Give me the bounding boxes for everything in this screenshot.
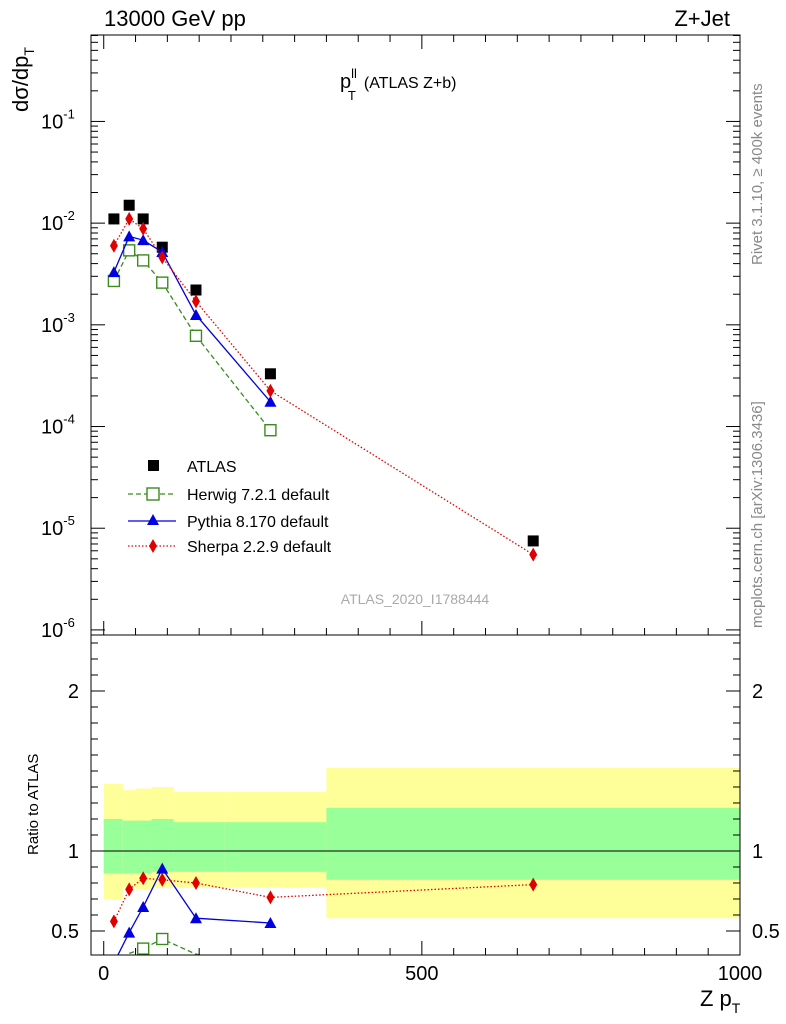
x-axis-label: Z pT bbox=[700, 986, 741, 1016]
data-point-atlas bbox=[123, 199, 135, 211]
ratio-inner-band bbox=[151, 819, 174, 872]
ratio-point-herwig bbox=[156, 932, 169, 946]
ratio-tick-label: 0.5 bbox=[752, 921, 780, 943]
ratio-point-sherpa bbox=[139, 871, 148, 886]
ratio-inner-band bbox=[103, 819, 123, 874]
ratio-point-sherpa bbox=[125, 882, 134, 897]
data-point-sherpa bbox=[266, 383, 275, 398]
ratio-panel: 0 500 1000 0.5 0.5 1 1 2 2 Ratio to ATLAS Z pT bbox=[25, 634, 780, 1016]
ratio-point-sherpa bbox=[191, 876, 200, 890]
ratio-series-pythia bbox=[117, 862, 277, 955]
data-point-herwig bbox=[136, 254, 150, 267]
ratio-tick-label: 2 bbox=[752, 681, 763, 703]
ratio-point-pythia bbox=[264, 917, 277, 928]
data-point-sherpa bbox=[158, 250, 167, 265]
data-point-sherpa bbox=[125, 211, 134, 226]
data-point-atlas bbox=[190, 284, 202, 296]
data-point-sherpa bbox=[529, 547, 538, 562]
ratio-point-pythia bbox=[189, 912, 202, 924]
process-label: Z+Jet bbox=[674, 6, 730, 31]
main-axis-ticks: 10-1 10-2 10-3 10-4 10-5 10-6 bbox=[41, 34, 741, 642]
series-line-pythia bbox=[113, 235, 271, 403]
y-axis-label: dσ/dpT bbox=[8, 47, 37, 112]
ratio-inner-band bbox=[122, 820, 136, 874]
y-tick-label: 10-5 bbox=[41, 513, 75, 540]
data-point-sherpa bbox=[139, 221, 148, 236]
ratio-point-sherpa bbox=[529, 877, 538, 892]
ratio-point-pythia bbox=[123, 926, 136, 938]
mcplots-label: mcplots.cern.ch [arXiv:1306.3436] bbox=[749, 401, 766, 628]
series-sherpa bbox=[109, 211, 538, 562]
legend-pythia-marker bbox=[147, 514, 159, 525]
ratio-point-sherpa bbox=[158, 872, 167, 887]
ratio-point-sherpa bbox=[266, 890, 275, 905]
data-point-herwig bbox=[189, 329, 203, 343]
y-tick-label: 10-2 bbox=[41, 208, 75, 235]
ratio-y-label: Ratio to ATLAS bbox=[25, 754, 42, 855]
legend-atlas-marker bbox=[148, 460, 159, 471]
y-tick-label: 10-1 bbox=[41, 106, 75, 133]
data-point-pythia bbox=[137, 234, 150, 246]
x-tick-label: 1000 bbox=[718, 963, 763, 985]
ratio-tick-label: 0.5 bbox=[51, 921, 79, 943]
ratio-series-herwig bbox=[127, 932, 206, 955]
analysis-watermark: ATLAS_2020_I1788444 bbox=[341, 591, 490, 607]
data-point-sherpa bbox=[191, 294, 200, 309]
ratio-inner-band bbox=[326, 807, 740, 880]
ratio-inner-band bbox=[173, 822, 225, 872]
ratio-line-pythia bbox=[117, 867, 271, 955]
x-tick-label: 500 bbox=[405, 963, 438, 985]
main-panel: 10-1 10-2 10-3 10-4 10-5 10-6 pll T(ATLAS Z+b)… bbox=[8, 34, 741, 642]
data-point-pythia bbox=[123, 230, 136, 242]
legend-herwig-label: Herwig 7.2.1 default bbox=[187, 487, 330, 504]
data-point-pythia bbox=[189, 308, 202, 320]
ratio-inner-band bbox=[224, 822, 327, 872]
ratio-point-pythia bbox=[156, 862, 169, 874]
series-line-sherpa bbox=[113, 217, 534, 556]
legend: ATLAS Herwig 7.2.1 default Pythia 8.170 … bbox=[128, 459, 332, 556]
y-tick-label: 10-3 bbox=[41, 310, 75, 337]
series-herwig bbox=[107, 244, 277, 437]
data-point-herwig bbox=[264, 424, 277, 437]
data-point-pythia bbox=[264, 395, 277, 407]
ratio-line-herwig bbox=[127, 938, 206, 955]
ratio-point-sherpa bbox=[109, 914, 118, 929]
x-tick-label: 0 bbox=[98, 963, 109, 985]
series-pythia bbox=[107, 230, 277, 407]
ratio-frame bbox=[90, 634, 741, 956]
plot-title: pll T(ATLAS Z+b) bbox=[340, 66, 456, 103]
data-point-herwig bbox=[156, 276, 169, 289]
legend-atlas-label: ATLAS bbox=[187, 459, 237, 476]
legend-sherpa-label: Sherpa 2.2.9 default bbox=[187, 539, 332, 556]
legend-sherpa-marker bbox=[149, 539, 157, 553]
ratio-point-herwig bbox=[136, 942, 150, 955]
data-point-atlas bbox=[264, 368, 276, 380]
ratio-inner-band bbox=[135, 820, 152, 874]
data-point-atlas bbox=[527, 535, 539, 547]
energy-label: 13000 GeV pp bbox=[104, 6, 246, 31]
data-point-atlas bbox=[137, 213, 149, 225]
data-point-sherpa bbox=[109, 238, 118, 253]
legend-herwig-marker bbox=[146, 487, 160, 501]
rivet-label: Rivet 3.1.10, ≥ 400k events bbox=[749, 83, 766, 265]
data-point-pythia bbox=[107, 266, 120, 278]
data-point-atlas bbox=[108, 213, 120, 225]
ratio-tick-label: 1 bbox=[752, 841, 763, 863]
ratio-axis-ticks: 0 500 1000 0.5 0.5 1 1 2 2 bbox=[51, 642, 780, 985]
ratio-tick-label: 1 bbox=[68, 841, 79, 863]
data-point-herwig bbox=[107, 274, 121, 288]
legend-pythia-label: Pythia 8.170 default bbox=[187, 514, 329, 531]
ratio-series-sherpa bbox=[109, 871, 538, 929]
y-tick-label: 10-4 bbox=[41, 412, 75, 439]
y-tick-label: 10-6 bbox=[41, 615, 75, 642]
ratio-point-pythia bbox=[137, 901, 150, 912]
ratio-tick-label: 2 bbox=[68, 681, 79, 703]
